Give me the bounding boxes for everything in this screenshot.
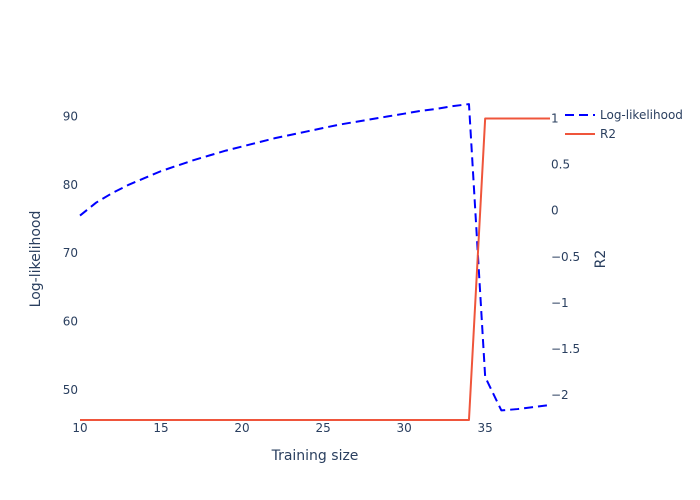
y-right-tick-label: −0.5 bbox=[551, 250, 580, 264]
x-tick-label: 20 bbox=[234, 421, 249, 435]
y-left-tick-label: 90 bbox=[63, 109, 78, 123]
legend-label-log-likelihood: Log-likelihood bbox=[600, 108, 683, 122]
y-left-axis-ticks: 50 60 70 80 90 bbox=[63, 109, 78, 397]
y-right-tick-label: −2 bbox=[551, 388, 569, 402]
y-right-tick-label: 1 bbox=[551, 111, 559, 125]
series-line-r2[interactable] bbox=[80, 117, 550, 421]
plot-lines bbox=[79, 103, 551, 421]
y-right-tick-label: −1.5 bbox=[551, 342, 580, 356]
y-right-tick-label: 0.5 bbox=[551, 158, 570, 172]
series-line-log-likelihood[interactable] bbox=[79, 103, 551, 412]
x-tick-label: 35 bbox=[478, 421, 493, 435]
y-left-tick-label: 60 bbox=[63, 315, 78, 329]
y-right-axis-ticks: 1 0.5 0 −0.5 −1 −1.5 −2 bbox=[551, 111, 580, 402]
x-tick-label: 25 bbox=[315, 421, 330, 435]
legend[interactable]: Log-likelihood R2 bbox=[565, 108, 683, 141]
x-tick-label: 30 bbox=[396, 421, 411, 435]
y-left-tick-label: 50 bbox=[63, 383, 78, 397]
x-axis-title: Training size bbox=[271, 448, 359, 464]
y-right-axis-title: R2 bbox=[593, 250, 609, 269]
x-tick-label: 15 bbox=[153, 421, 168, 435]
y-left-tick-label: 70 bbox=[63, 246, 78, 260]
y-right-tick-label: 0 bbox=[551, 204, 559, 218]
x-tick-label: 10 bbox=[72, 421, 87, 435]
x-axis-ticks: 10 15 20 25 30 35 bbox=[72, 421, 492, 435]
legend-label-r2: R2 bbox=[600, 127, 616, 141]
y-left-tick-label: 80 bbox=[63, 178, 78, 192]
y-right-tick-label: −1 bbox=[551, 296, 569, 310]
y-left-axis-title: Log-likelihood bbox=[28, 211, 44, 308]
